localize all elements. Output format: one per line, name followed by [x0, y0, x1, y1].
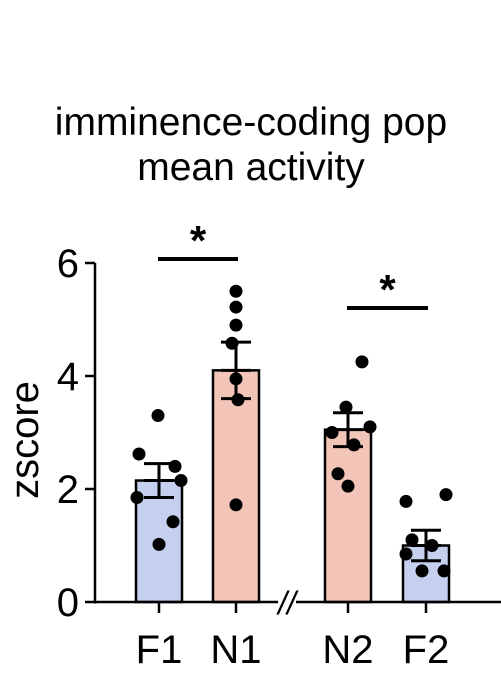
data-point-f1-2	[132, 447, 146, 461]
data-point-n2-5	[347, 438, 361, 452]
data-point-f2-2	[439, 488, 453, 502]
y-tick-label-4: 4	[57, 355, 79, 399]
data-point-f2-6	[437, 564, 451, 578]
axis-break-mark: //	[276, 585, 299, 621]
data-point-f1-1	[151, 409, 165, 423]
data-point-n2-2	[339, 400, 353, 414]
data-point-n1-7	[229, 498, 243, 512]
data-point-n1-3	[229, 318, 243, 332]
bar-n2	[323, 428, 373, 604]
x-tick-label-f2: F2	[403, 628, 450, 672]
chart-title-line-1: imminence-coding pop	[54, 101, 448, 144]
data-point-f1-4	[174, 474, 188, 488]
data-point-n2-3	[363, 420, 377, 434]
data-point-n2-1	[355, 355, 369, 369]
data-point-f2-1	[399, 494, 413, 508]
data-point-n2-7	[341, 479, 355, 493]
y-tick-label-0: 0	[57, 581, 79, 625]
data-point-f1-5	[130, 490, 144, 504]
y-axis-label: zscore	[3, 381, 47, 499]
data-point-n1-2	[229, 300, 243, 314]
data-point-f2-3	[405, 533, 419, 547]
y-tick-label-2: 2	[57, 468, 79, 512]
chart-title-line-2: mean activity	[137, 146, 365, 189]
data-point-f1-7	[152, 537, 166, 551]
x-tick-label-f1: F1	[136, 628, 183, 672]
significance-star-1: *	[190, 217, 207, 264]
data-point-f2-5	[399, 547, 413, 561]
data-point-n2-6	[331, 467, 345, 481]
data-point-f2-7	[415, 564, 429, 578]
data-point-n1-1	[229, 284, 243, 298]
data-point-n2-4	[325, 426, 339, 439]
y-tick-label-6: 6	[57, 242, 79, 286]
bar-n1	[211, 369, 261, 604]
data-point-f1-6	[166, 515, 180, 529]
data-point-f1-3	[168, 459, 182, 473]
x-tick-label-n1: N1	[210, 628, 261, 672]
x-tick-label-n2: N2	[322, 628, 373, 672]
significance-star-2: *	[379, 266, 396, 313]
